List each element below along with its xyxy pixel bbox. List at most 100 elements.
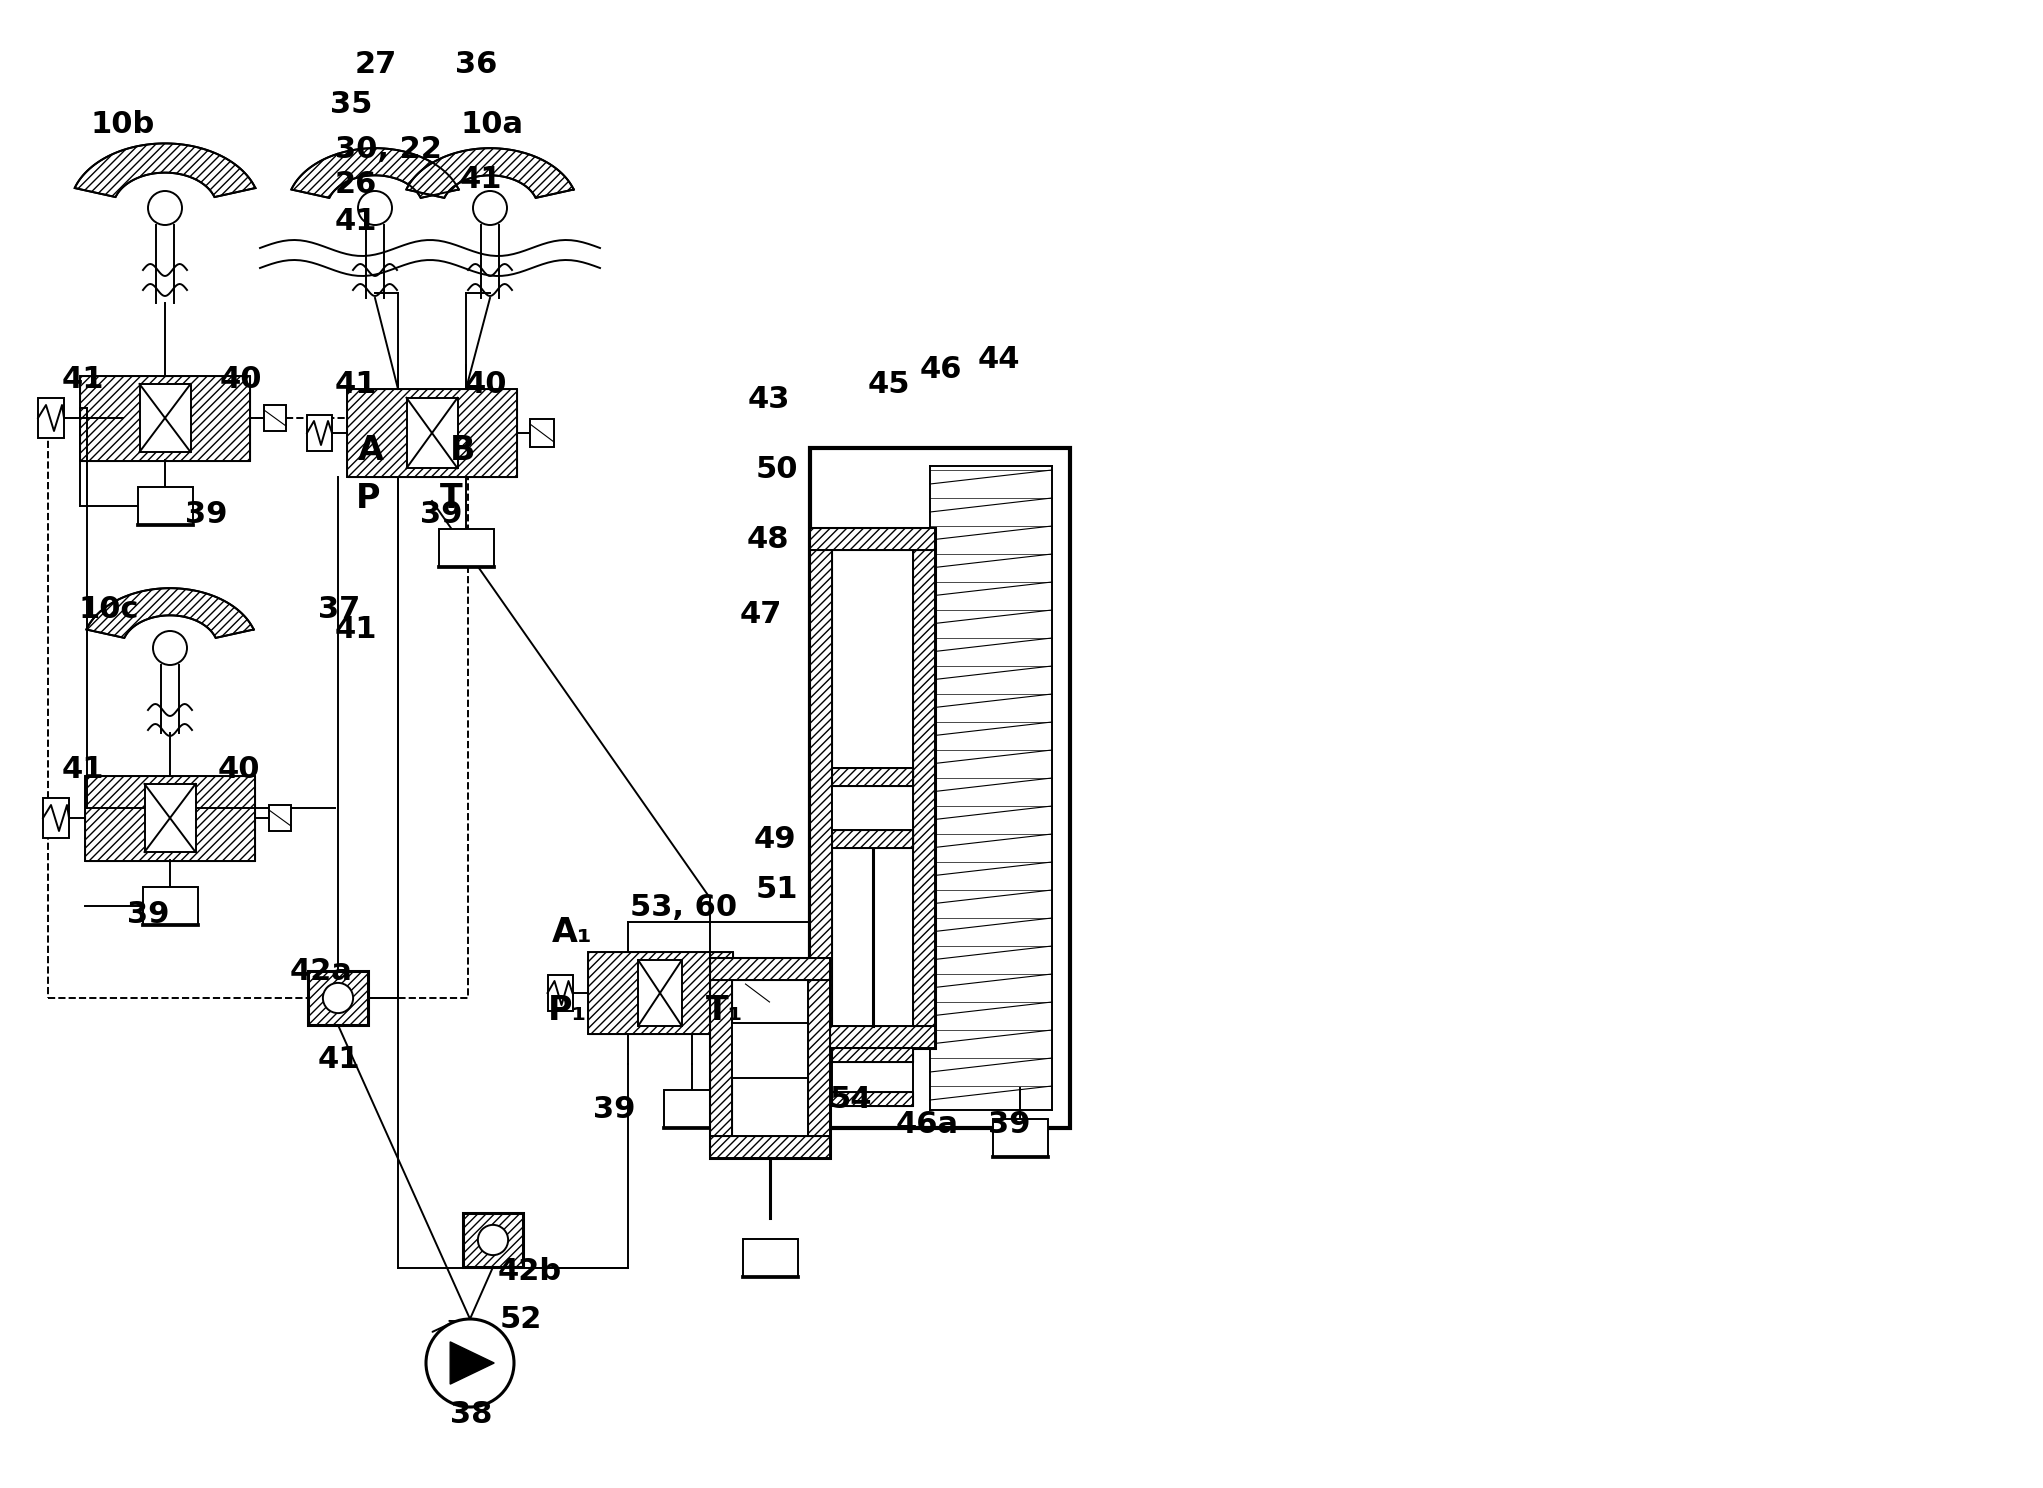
Bar [137, 487, 192, 525]
Text: 40: 40 [219, 754, 262, 784]
Text: 52: 52 [501, 1305, 541, 1335]
Text: 39: 39 [989, 1110, 1030, 1138]
Text: B: B [449, 434, 476, 467]
Bar [913, 528, 936, 1048]
Text: 39: 39 [186, 500, 227, 530]
Polygon shape [86, 588, 253, 638]
Polygon shape [76, 143, 255, 196]
Text: 26: 26 [335, 170, 378, 199]
Text: 37: 37 [319, 595, 360, 623]
Text: 51: 51 [756, 875, 799, 905]
Bar [711, 1135, 829, 1158]
Bar [139, 384, 190, 452]
Text: T: T [439, 482, 462, 515]
Bar [832, 1092, 913, 1106]
Bar [145, 784, 196, 853]
Bar [809, 1027, 936, 1048]
Bar [637, 960, 682, 1025]
Text: 30, 22: 30, 22 [335, 135, 441, 164]
Bar [832, 1048, 913, 1106]
Bar [43, 798, 69, 838]
Text: 41: 41 [335, 371, 378, 399]
Bar [86, 775, 255, 860]
Bar [832, 830, 913, 848]
Bar [347, 388, 517, 478]
Text: 36: 36 [456, 51, 496, 79]
Circle shape [478, 1225, 509, 1254]
Text: 41: 41 [335, 207, 378, 237]
Text: 54: 54 [829, 1085, 872, 1115]
Bar [143, 887, 198, 926]
Circle shape [147, 190, 182, 225]
Bar [832, 1048, 913, 1062]
Text: P: P [355, 482, 380, 515]
Bar [807, 958, 829, 1158]
Text: 46a: 46a [897, 1110, 958, 1138]
Text: 41: 41 [460, 165, 503, 193]
Bar [464, 1213, 523, 1266]
Bar [711, 1135, 829, 1158]
Bar [711, 958, 829, 981]
Text: 40: 40 [221, 365, 262, 394]
Bar [711, 958, 731, 1158]
Bar [832, 1048, 913, 1062]
Circle shape [427, 1318, 515, 1408]
Bar [742, 1240, 797, 1277]
Text: 41: 41 [61, 754, 104, 784]
Bar [588, 952, 733, 1034]
Bar [308, 972, 368, 1025]
Bar [711, 958, 829, 981]
Bar [731, 1024, 807, 1077]
Bar [711, 958, 731, 1158]
Bar [264, 405, 286, 432]
Bar [809, 448, 1071, 1128]
Bar [807, 958, 829, 1158]
Text: 48: 48 [748, 525, 789, 554]
Bar [270, 805, 290, 830]
Text: A: A [358, 434, 384, 467]
Text: 41: 41 [61, 365, 104, 394]
Bar [832, 768, 913, 848]
Text: T₁: T₁ [707, 994, 744, 1027]
Bar [746, 979, 770, 1007]
Bar [308, 972, 368, 1025]
Bar [39, 397, 63, 437]
Text: 40: 40 [466, 371, 507, 399]
Text: 46: 46 [919, 356, 962, 384]
Text: 38: 38 [449, 1400, 492, 1428]
Bar [809, 528, 832, 1048]
Text: 50: 50 [756, 455, 799, 484]
Circle shape [323, 984, 353, 1013]
Bar [439, 530, 494, 567]
Polygon shape [449, 1342, 494, 1384]
Text: 45: 45 [868, 371, 911, 399]
Circle shape [358, 190, 392, 225]
Text: 27: 27 [355, 51, 396, 79]
Text: 39: 39 [421, 500, 462, 530]
Text: 42b: 42b [498, 1257, 562, 1286]
Bar [832, 768, 913, 786]
Bar [809, 528, 936, 551]
Text: 44: 44 [979, 345, 1022, 373]
Polygon shape [407, 149, 574, 198]
Text: 43: 43 [748, 385, 791, 414]
Bar [711, 958, 829, 1158]
Bar [993, 1119, 1048, 1158]
Bar [809, 528, 936, 551]
Text: 53, 60: 53, 60 [629, 893, 738, 923]
Bar [832, 830, 913, 848]
Bar [809, 528, 936, 1048]
Circle shape [474, 190, 507, 225]
Bar [347, 388, 517, 478]
Bar [588, 952, 733, 1034]
Text: A₁: A₁ [552, 917, 592, 949]
Bar [664, 1091, 719, 1128]
Text: 47: 47 [740, 600, 782, 629]
Bar [529, 420, 554, 446]
Text: 35: 35 [331, 89, 372, 119]
Bar [832, 1092, 913, 1106]
Bar [407, 397, 458, 469]
Text: P₁: P₁ [548, 994, 586, 1027]
Circle shape [153, 631, 188, 665]
Polygon shape [292, 149, 460, 198]
